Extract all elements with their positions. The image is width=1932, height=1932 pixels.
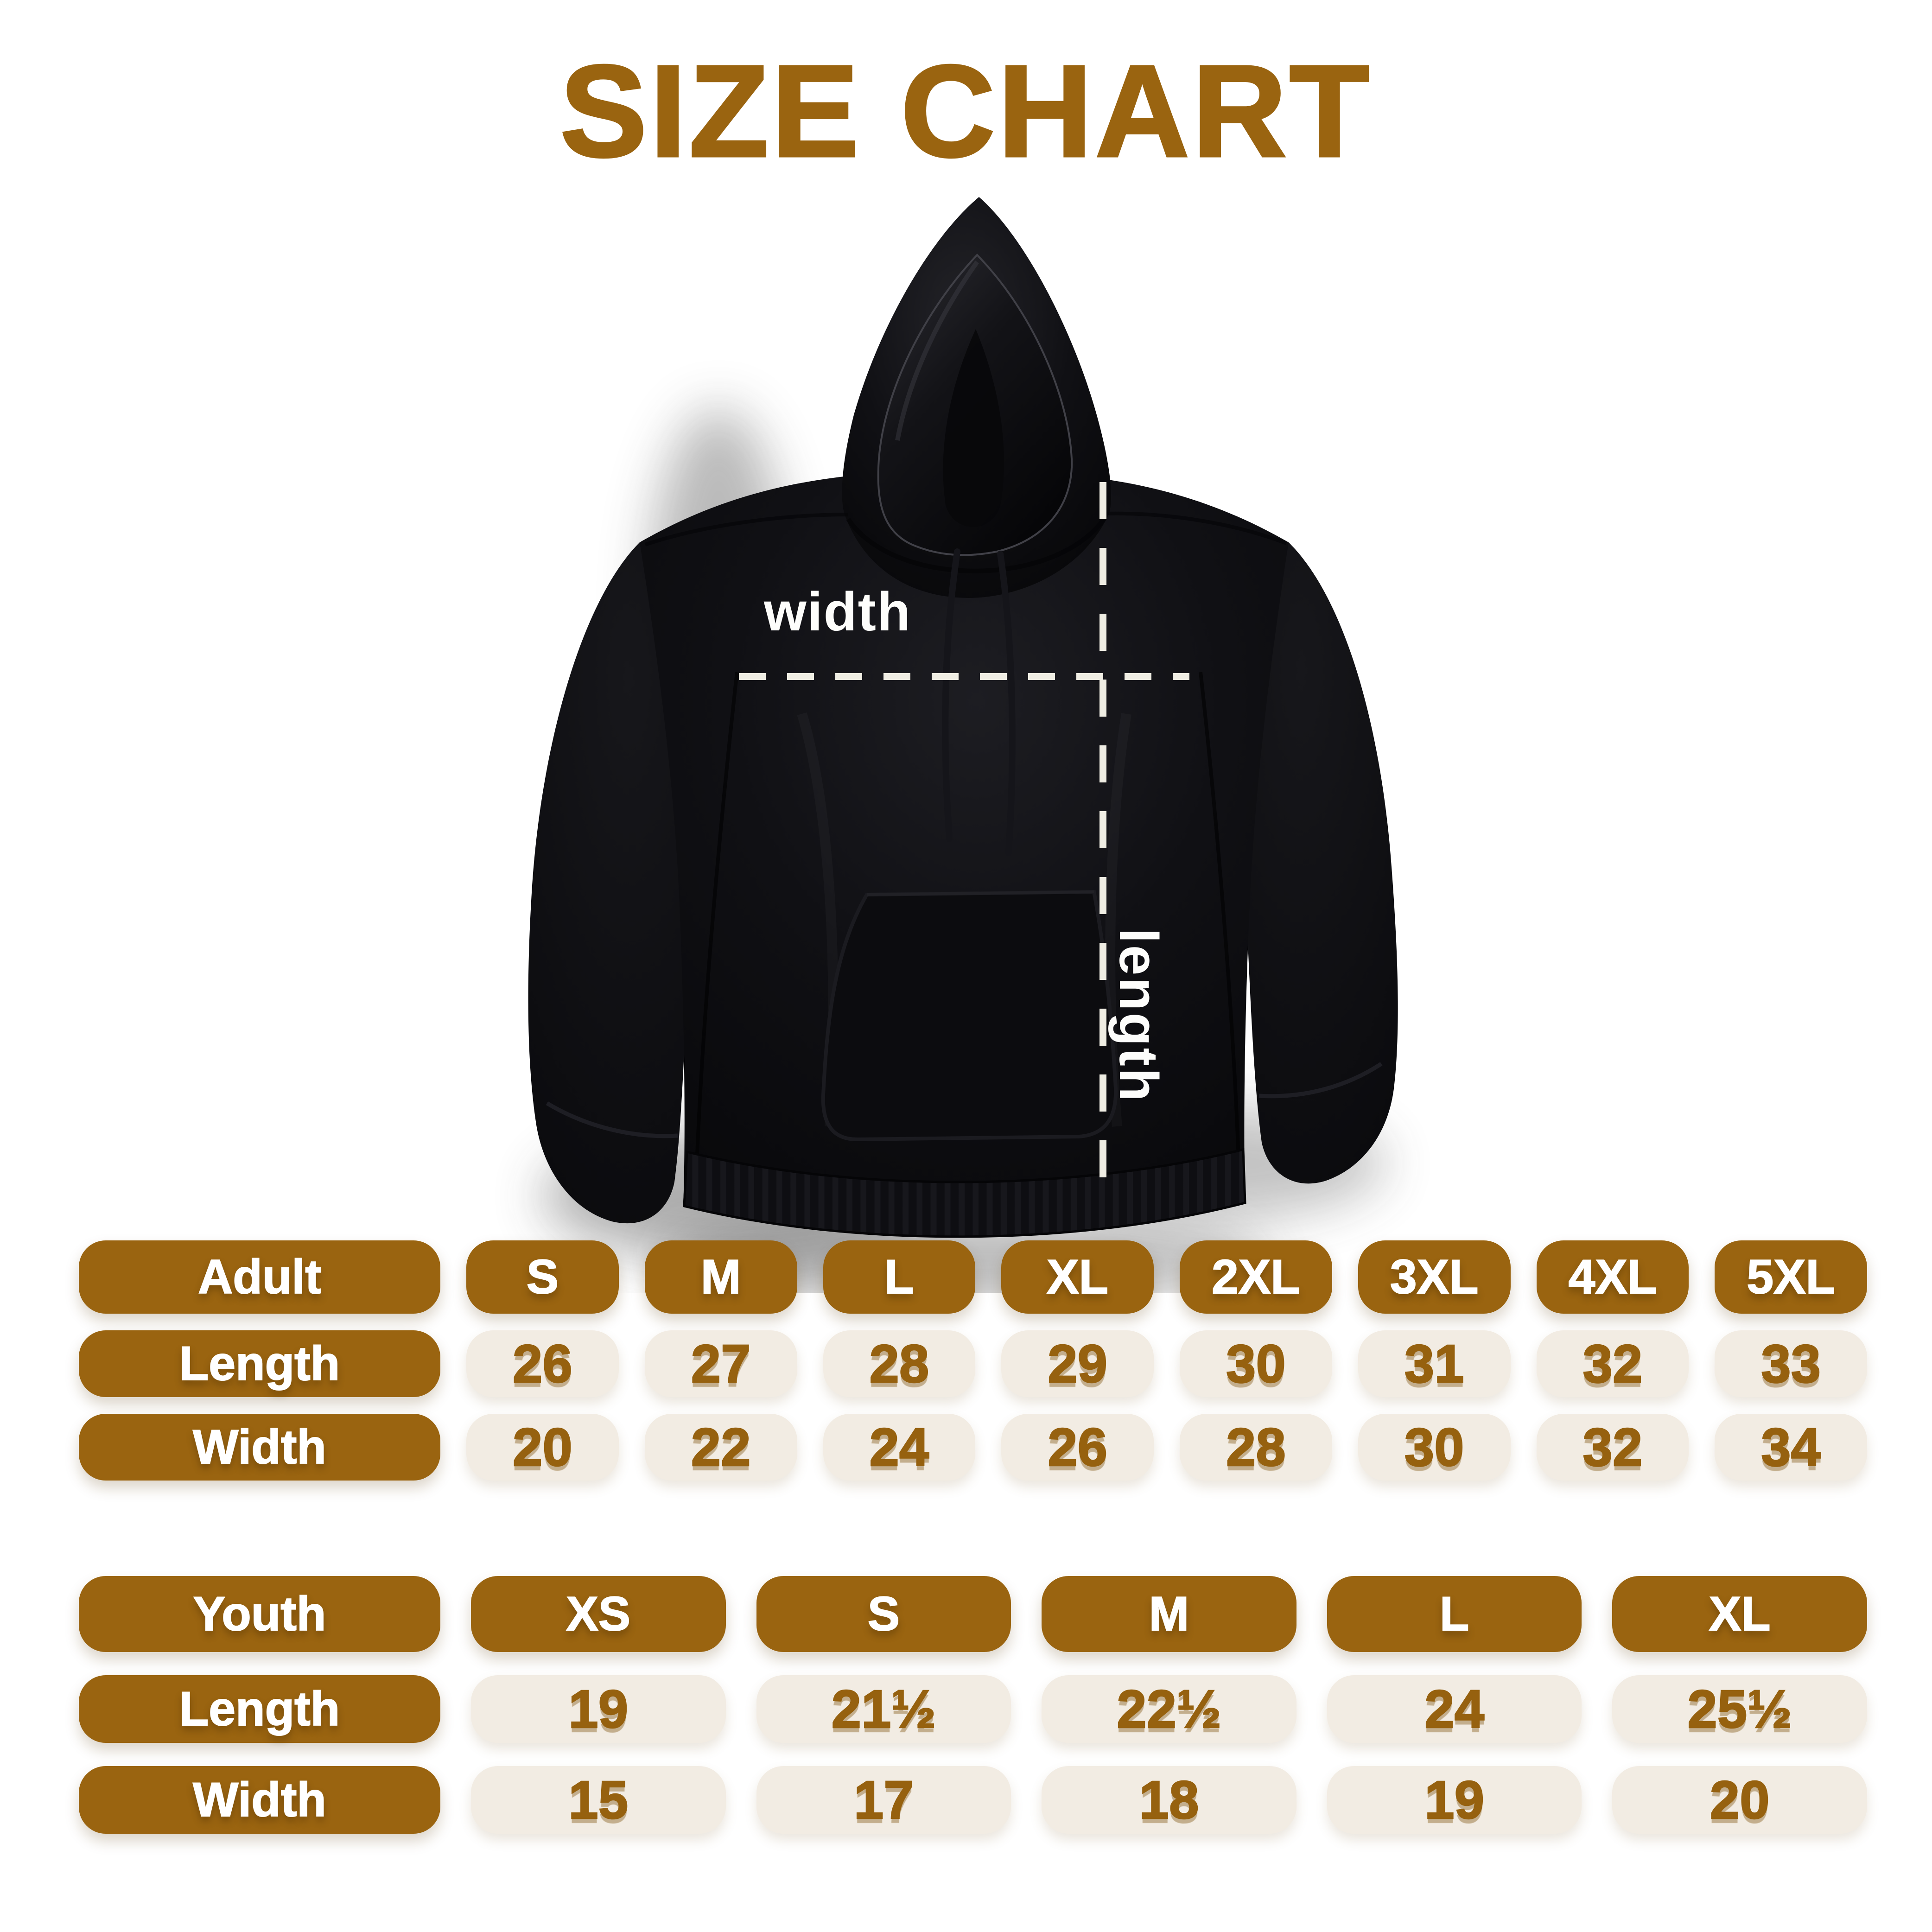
hoodie-pocket xyxy=(821,890,1118,1142)
adult-row-label: Length xyxy=(79,1330,440,1397)
width-measure-label: width xyxy=(764,581,912,642)
adult-row-label: Width xyxy=(79,1414,440,1481)
cuff-seam xyxy=(1258,1062,1383,1099)
shoulder-seam xyxy=(1105,511,1287,545)
adult-size-header: 4XL xyxy=(1536,1240,1689,1314)
adult-value-cell: 22 xyxy=(644,1414,797,1481)
adult-value-cell: 31 xyxy=(1358,1330,1511,1397)
hoodie-body xyxy=(640,470,1289,1235)
hood-inner-fold xyxy=(943,329,1004,527)
youth-row-label: Width xyxy=(79,1766,440,1834)
adult-value-cell: 27 xyxy=(644,1330,797,1397)
adult-size-header: M xyxy=(644,1240,797,1314)
page-title: SIZE CHART xyxy=(559,37,1372,185)
adult-size-header: 2XL xyxy=(1180,1240,1332,1314)
youth-table-title: Youth xyxy=(79,1576,440,1652)
youth-value-cell: 25½ xyxy=(1612,1675,1867,1743)
shoulder-seam xyxy=(644,513,849,547)
adult-size-header: L xyxy=(823,1240,976,1314)
youth-value-cell: 19 xyxy=(471,1675,726,1743)
length-measure-label: length xyxy=(1108,928,1169,1103)
youth-size-header: XL xyxy=(1612,1576,1867,1652)
side-seam xyxy=(1199,672,1242,1203)
adult-value-cell: 30 xyxy=(1358,1414,1511,1481)
drawstring-right xyxy=(997,551,1016,856)
adult-value-cell: 20 xyxy=(466,1414,619,1481)
youth-size-header: XS xyxy=(471,1576,726,1652)
youth-value-cell: 17 xyxy=(756,1766,1011,1834)
length-measure-line xyxy=(1099,482,1106,1182)
youth-size-header: M xyxy=(1042,1576,1296,1652)
youth-value-cell: 20 xyxy=(1612,1766,1867,1834)
adult-value-cell: 28 xyxy=(823,1330,976,1397)
youth-value-cell: 15 xyxy=(471,1766,726,1834)
neck-seam xyxy=(846,515,1108,573)
youth-size-table: Youth XS S M L XL Length 19 21½ 22½ 24 25½ Width 15 17… xyxy=(79,1576,1867,1834)
youth-value-cell: 21½ xyxy=(756,1675,1011,1743)
adult-value-cell: 34 xyxy=(1715,1414,1867,1481)
adult-value-cell: 32 xyxy=(1536,1330,1689,1397)
side-seam xyxy=(693,672,739,1208)
adult-value-cell: 28 xyxy=(1180,1414,1332,1481)
youth-size-header: L xyxy=(1327,1576,1582,1652)
pocket-seam xyxy=(866,890,1094,896)
adult-size-table: Adult S M L XL 2XL 3XL 4XL 5XL Length 26 27 28 29 30 31… xyxy=(79,1240,1867,1481)
adult-size-header: 5XL xyxy=(1715,1240,1867,1314)
youth-row-label: Length xyxy=(79,1675,440,1743)
hoodie-image xyxy=(528,197,1398,1293)
hoodie-diagram: width length xyxy=(477,181,1451,1293)
cuff-seam xyxy=(546,1101,678,1138)
adult-size-header: 3XL xyxy=(1358,1240,1511,1314)
youth-size-header: S xyxy=(756,1576,1011,1652)
adult-size-header: S xyxy=(466,1240,619,1314)
adult-value-cell: 29 xyxy=(1001,1330,1154,1397)
youth-value-cell: 22½ xyxy=(1042,1675,1296,1743)
youth-value-cell: 19 xyxy=(1327,1766,1582,1834)
adult-table-title: Adult xyxy=(79,1240,440,1314)
youth-value-cell: 18 xyxy=(1042,1766,1296,1834)
adult-size-header: XL xyxy=(1001,1240,1154,1314)
adult-value-cell: 33 xyxy=(1715,1330,1867,1397)
adult-value-cell: 30 xyxy=(1180,1330,1332,1397)
adult-value-cell: 32 xyxy=(1536,1414,1689,1481)
youth-value-cell: 24 xyxy=(1327,1675,1582,1743)
adult-value-cell: 26 xyxy=(1001,1414,1154,1481)
adult-value-cell: 26 xyxy=(466,1330,619,1397)
hood-inner-highlight xyxy=(895,261,979,441)
hoodie-hem xyxy=(683,1148,1246,1238)
adult-value-cell: 24 xyxy=(823,1414,976,1481)
width-measure-line xyxy=(739,673,1189,680)
